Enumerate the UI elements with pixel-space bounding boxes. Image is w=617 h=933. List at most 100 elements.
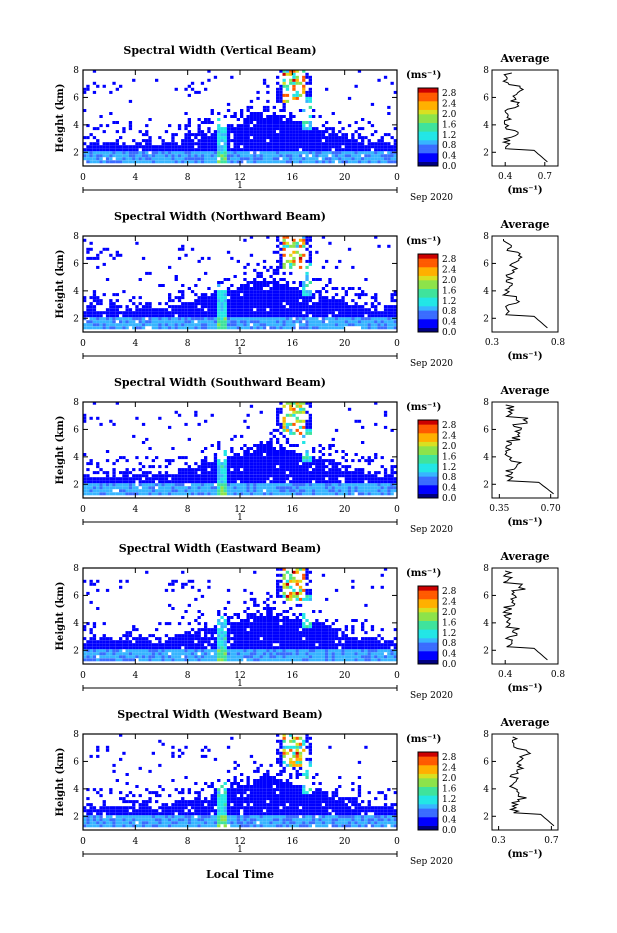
- heatmap-cell: [168, 317, 171, 320]
- heatmap-cell: [198, 423, 201, 426]
- heatmap-cell: [165, 471, 168, 474]
- y-tick-label: 8: [73, 398, 79, 408]
- heatmap-cell: [312, 447, 315, 450]
- heatmap-cell: [129, 480, 132, 483]
- heatmap-cell: [122, 145, 125, 148]
- heatmap-cell: [315, 471, 318, 474]
- heatmap-cell: [312, 305, 315, 308]
- heatmap-cell: [86, 462, 89, 465]
- heatmap-cell: [358, 477, 361, 480]
- heatmap-cell: [355, 130, 358, 133]
- heatmap-cell: [132, 649, 135, 652]
- heatmap-cell: [122, 157, 125, 160]
- heatmap-cell: [106, 124, 109, 127]
- heatmap-cell: [302, 643, 305, 646]
- heatmap-cell: [286, 73, 289, 76]
- heatmap-cell: [276, 489, 279, 492]
- heatmap-cell: [145, 145, 148, 148]
- heatmap-cell: [273, 118, 276, 121]
- heatmap-cell: [162, 489, 165, 492]
- heatmap-cell: [201, 492, 204, 495]
- heatmap-cell: [155, 326, 158, 329]
- heatmap-cell: [260, 489, 263, 492]
- heatmap-cell: [178, 151, 181, 154]
- heatmap-cell: [201, 483, 204, 486]
- heatmap-cell: [273, 640, 276, 643]
- heatmap-cell: [358, 492, 361, 495]
- heatmap-cell: [227, 148, 230, 151]
- heatmap-cell: [269, 157, 272, 160]
- heatmap-cell: [247, 634, 250, 637]
- heatmap-cell: [126, 474, 129, 477]
- heatmap-cell: [381, 320, 384, 323]
- heatmap-cell: [256, 305, 259, 308]
- heatmap-cell: [279, 299, 282, 302]
- heatmap-cell: [227, 601, 230, 604]
- heatmap-cell: [256, 483, 259, 486]
- heatmap-cell: [276, 480, 279, 483]
- heatmap-cell: [256, 444, 259, 447]
- heatmap-cell: [345, 625, 348, 628]
- heatmap-cell: [276, 429, 279, 432]
- heatmap-cell: [335, 474, 338, 477]
- heatmap-cell: [391, 136, 394, 139]
- heatmap-cell: [305, 136, 308, 139]
- heatmap-cell: [335, 323, 338, 326]
- heatmap-cell: [230, 643, 233, 646]
- heatmap-cell: [250, 127, 253, 130]
- heatmap-cell: [243, 459, 246, 462]
- heatmap-cell: [129, 655, 132, 658]
- heatmap-cell: [158, 284, 161, 287]
- heatmap-cell: [181, 317, 184, 320]
- heatmap-cell: [178, 471, 181, 474]
- heatmap-cell: [283, 480, 286, 483]
- heatmap-cell: [204, 317, 207, 320]
- heatmap-cell: [312, 652, 315, 655]
- heatmap-cell: [253, 631, 256, 634]
- heatmap-cell: [335, 148, 338, 151]
- heatmap-cell: [116, 308, 119, 311]
- heatmap-cell: [234, 127, 237, 130]
- heatmap-cell: [165, 649, 168, 652]
- heatmap-cell: [214, 471, 217, 474]
- heatmap-cell: [292, 151, 295, 154]
- heatmap-cell: [368, 308, 371, 311]
- heatmap-cell: [322, 468, 325, 471]
- heatmap-cell: [253, 474, 256, 477]
- heatmap-cell: [322, 649, 325, 652]
- heatmap-cell: [145, 640, 148, 643]
- heatmap-cell: [322, 296, 325, 299]
- heatmap-cell: [296, 456, 299, 459]
- heatmap-cell: [283, 643, 286, 646]
- heatmap-cell: [335, 317, 338, 320]
- heatmap-cell: [99, 323, 102, 326]
- heatmap-cell: [299, 82, 302, 85]
- heatmap-cell: [126, 157, 129, 160]
- heatmap-cell: [247, 121, 250, 124]
- heatmap-cell: [361, 290, 364, 293]
- heatmap-cell: [116, 299, 119, 302]
- heatmap-cell: [234, 631, 237, 634]
- colorbar-unit: (ms⁻¹): [406, 70, 441, 81]
- heatmap-cell: [171, 474, 174, 477]
- heatmap-cell: [90, 652, 93, 655]
- heatmap-cell: [296, 649, 299, 652]
- heatmap-cell: [328, 145, 331, 148]
- heatmap-cell: [322, 489, 325, 492]
- heatmap-cell: [139, 311, 142, 314]
- heatmap-cell: [243, 649, 246, 652]
- heatmap-cell: [145, 124, 148, 127]
- heatmap-cell: [175, 308, 178, 311]
- heatmap-cell: [368, 459, 371, 462]
- heatmap-cell: [116, 646, 119, 649]
- heatmap-cell: [305, 477, 308, 480]
- heatmap-cell: [387, 308, 390, 311]
- heatmap-cell: [253, 317, 256, 320]
- heatmap-cell: [194, 142, 197, 145]
- heatmap-cell: [289, 423, 292, 426]
- heatmap-cell: [312, 622, 315, 625]
- heatmap-cell: [374, 311, 377, 314]
- heatmap-cell: [391, 82, 394, 85]
- heatmap-cell: [207, 148, 210, 151]
- heatmap-cell: [106, 450, 109, 453]
